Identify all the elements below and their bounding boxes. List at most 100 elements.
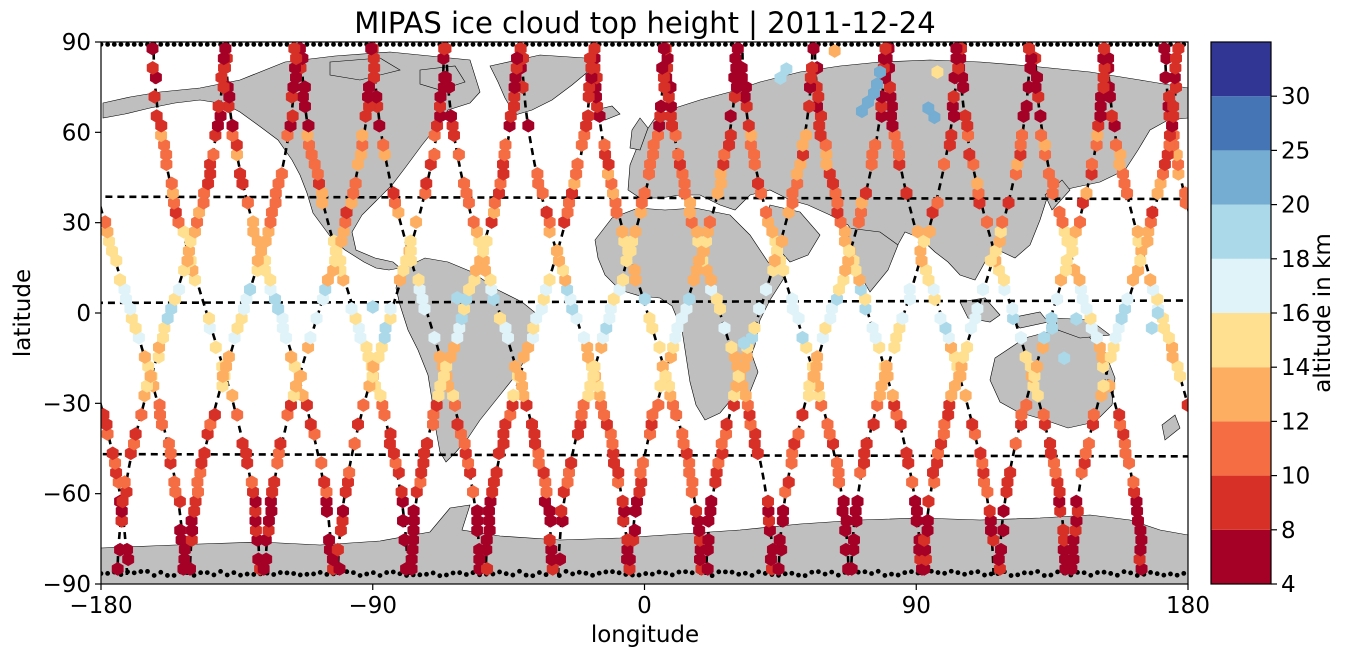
track-dot	[889, 571, 894, 577]
cloud-marker	[118, 282, 131, 297]
y-tick-label: 0	[76, 301, 91, 327]
cloud-marker	[984, 513, 997, 528]
cloud-marker	[337, 224, 350, 239]
cloud-marker	[226, 118, 239, 133]
cloud-marker	[434, 109, 447, 123]
cloud-marker	[760, 205, 773, 220]
track-dot	[171, 42, 177, 47]
track-dot	[1081, 570, 1087, 576]
cloud-marker	[269, 195, 282, 210]
track-dot	[264, 42, 270, 47]
cloud-marker	[168, 292, 181, 306]
cloud-marker	[762, 215, 775, 229]
cloud-marker	[247, 215, 260, 229]
cloud-marker	[788, 436, 801, 451]
cloud-marker	[803, 388, 815, 403]
cloud-marker	[977, 465, 990, 480]
track-dot	[331, 42, 336, 47]
cloud-marker	[268, 475, 281, 490]
cloud-marker	[118, 475, 131, 490]
cloud-marker	[893, 147, 906, 162]
track-dot	[802, 42, 808, 47]
cloud-marker	[748, 321, 761, 335]
colorbar-segment	[1211, 150, 1271, 205]
cloud-marker-notable	[931, 65, 944, 79]
cloud-marker	[343, 465, 356, 480]
cloud-marker	[584, 51, 597, 66]
cloud-marker	[904, 292, 916, 306]
cloud-marker	[993, 562, 1006, 576]
cloud-marker	[331, 542, 344, 557]
cloud-marker	[529, 436, 542, 451]
track-dot	[975, 42, 981, 47]
cloud-marker	[428, 330, 441, 345]
track-dot	[397, 42, 403, 47]
cloud-marker	[582, 109, 595, 123]
track-dot	[477, 42, 483, 47]
colorbar-segment	[1211, 421, 1271, 476]
cloud-marker	[704, 504, 717, 518]
cloud-marker	[718, 321, 731, 335]
track-dot	[503, 42, 509, 47]
cloud-marker	[440, 359, 453, 374]
track-dot	[244, 42, 250, 47]
track-dot	[576, 42, 582, 47]
track-dot	[935, 42, 941, 47]
cloud-marker	[103, 234, 115, 249]
track-dot	[490, 42, 496, 47]
cloud-marker	[509, 70, 522, 85]
cloud-marker	[1134, 542, 1147, 557]
cloud-marker	[616, 494, 629, 509]
cloud-marker	[555, 504, 568, 518]
cloud-marker	[1051, 292, 1064, 306]
cloud-marker	[803, 379, 816, 393]
track-dot	[776, 42, 781, 47]
cloud-marker	[377, 138, 390, 152]
cloud-marker	[1007, 311, 1020, 326]
track-dot	[271, 42, 277, 47]
colorbar-tick-label: 14	[1281, 355, 1310, 381]
track-dot	[1002, 42, 1007, 47]
track-dot	[537, 42, 542, 47]
cloud-marker	[837, 494, 850, 509]
track-dot	[1048, 42, 1054, 47]
track-dot	[1108, 42, 1114, 47]
track-dot	[463, 572, 469, 577]
cloud-marker	[921, 523, 934, 538]
cloud-marker	[1172, 167, 1185, 181]
track-dot	[178, 42, 184, 47]
cloud-marker	[207, 147, 220, 162]
cloud-marker	[407, 533, 420, 547]
cloud-marker	[934, 311, 947, 326]
cloud-marker	[836, 504, 849, 518]
track-dot	[689, 42, 695, 47]
cloud-marker	[219, 42, 232, 56]
cloud-marker	[658, 80, 671, 95]
cloud-marker	[782, 475, 795, 490]
cloud-marker	[1158, 321, 1170, 335]
cloud-marker	[570, 311, 583, 326]
track-dot	[1055, 569, 1060, 575]
track-dot	[1161, 572, 1167, 578]
track-dot	[131, 42, 137, 47]
track-dot	[317, 42, 323, 47]
track-dot	[922, 42, 928, 47]
cloud-marker	[855, 205, 867, 220]
cloud-marker	[183, 244, 195, 258]
cloud-marker	[1004, 465, 1017, 480]
cloud-marker	[752, 176, 765, 191]
track-dot	[450, 570, 456, 576]
cloud-marker	[1016, 128, 1028, 143]
cloud-marker	[432, 388, 445, 403]
cloud-marker	[300, 398, 313, 412]
cloud-marker	[1027, 379, 1040, 393]
cloud-marker	[1044, 436, 1057, 451]
cloud-marker	[1066, 244, 1079, 258]
track-dot	[364, 571, 370, 577]
cloud-marker	[675, 311, 688, 326]
cloud-marker	[1131, 504, 1144, 518]
cloud-marker	[1037, 407, 1050, 422]
cloud-marker	[1020, 99, 1033, 114]
track-dot	[1095, 42, 1100, 47]
track-dot	[244, 571, 250, 577]
